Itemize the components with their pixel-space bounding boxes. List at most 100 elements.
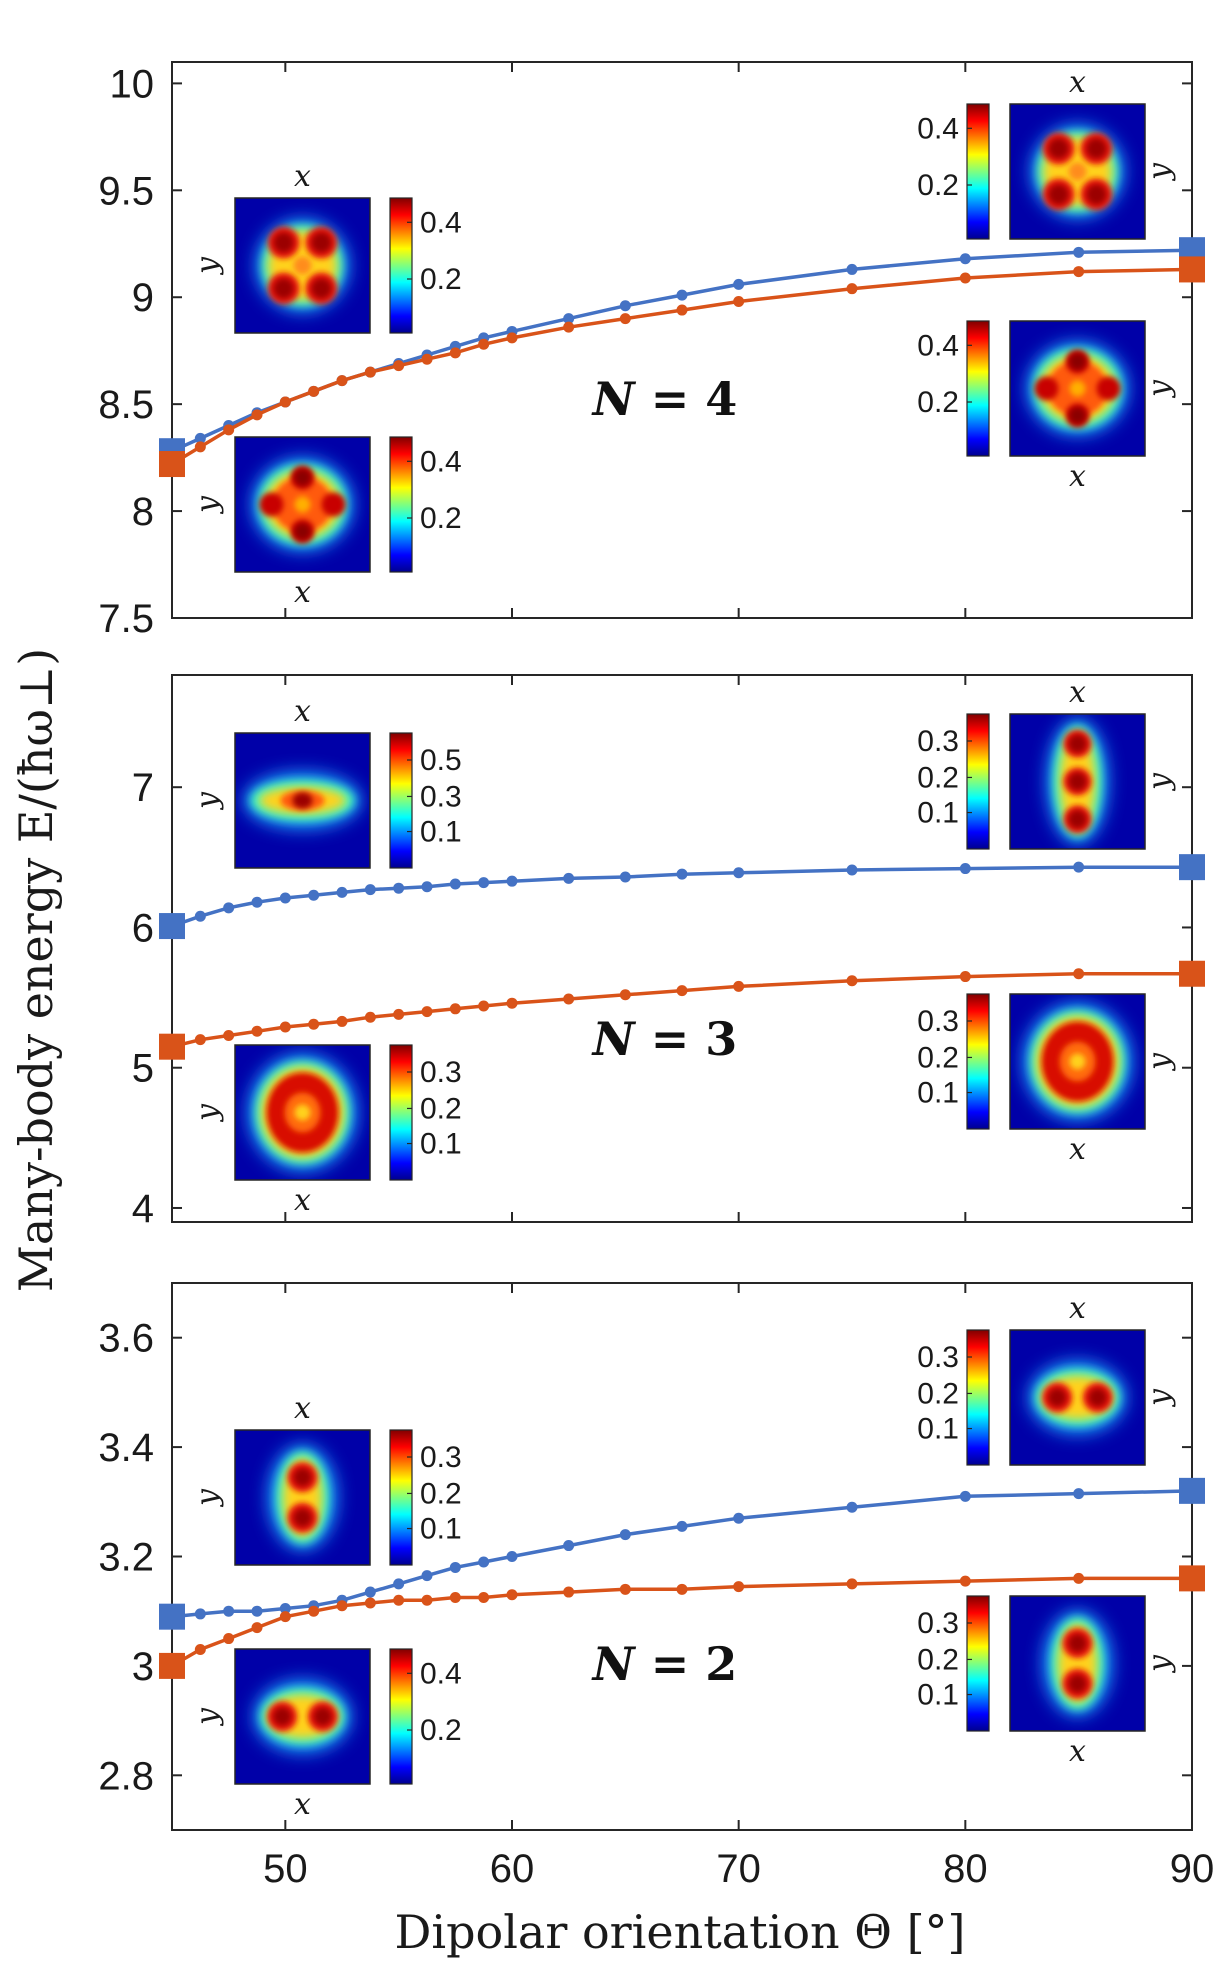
series-point-orange	[393, 1008, 405, 1020]
inset-y-label: y	[1142, 1388, 1177, 1408]
colorbar-tick-label: 0.4	[917, 112, 959, 145]
panel-frame	[171, 61, 1193, 619]
series-point-blue	[194, 432, 206, 444]
y-tick-label: 6	[132, 906, 154, 950]
colorbar-tick-label: 0.4	[917, 329, 959, 362]
colorbar-tick-label: 0.2	[917, 1041, 959, 1074]
inset-frame	[234, 1429, 371, 1566]
density-inset-tl: 0.50.30.1 x y	[190, 694, 462, 869]
colorbar	[966, 1329, 990, 1466]
n-equals: =	[635, 372, 706, 426]
y-tick-label: 10	[110, 62, 155, 106]
series-point-orange	[846, 1578, 858, 1590]
y-tick-label: 7.5	[98, 597, 154, 641]
colorbar-tick-label: 0.3	[917, 725, 959, 758]
series-point-orange	[223, 1029, 235, 1041]
series-point-blue	[251, 1605, 263, 1617]
colorbar-tick-label: 0.3	[420, 1441, 462, 1474]
series-point-blue	[421, 1570, 433, 1582]
inset-x-label: x	[1069, 1734, 1086, 1769]
series-point-blue	[308, 889, 320, 901]
series-point-orange	[279, 1611, 291, 1623]
series-point-blue	[364, 884, 376, 896]
series-point-blue	[563, 1540, 575, 1552]
n-value: 4	[705, 372, 737, 426]
x-tick-label: 60	[490, 1847, 535, 1891]
colorbar	[389, 197, 413, 334]
series-point-orange	[279, 1021, 291, 1033]
series-point-orange	[364, 1597, 376, 1609]
series-point-orange	[733, 296, 745, 308]
series-point-blue	[449, 1561, 461, 1573]
inset-frame	[234, 436, 371, 573]
series-point-orange	[364, 1011, 376, 1023]
colorbar-tick-label: 0.2	[420, 1714, 462, 1747]
series-point-orange	[251, 1622, 263, 1634]
density-inset-tr: 0.30.20.1 x y	[917, 675, 1177, 850]
inset-x-label: x	[294, 1391, 311, 1426]
inset-frame	[234, 1648, 371, 1785]
series-endpoint-orange	[159, 1652, 185, 1679]
inset-frame	[234, 732, 371, 869]
series-point-orange	[279, 396, 291, 408]
series-point-orange	[251, 409, 263, 421]
inset-x-label: x	[294, 575, 311, 610]
series-point-orange	[506, 332, 518, 344]
series-point-blue	[393, 1578, 405, 1590]
series-point-orange	[676, 304, 688, 316]
density-inset-bl: 0.4 0.2 x y	[190, 436, 462, 610]
series-point-blue	[506, 1551, 518, 1562]
series-point-blue	[619, 300, 631, 312]
series-endpoint-blue	[1179, 854, 1205, 881]
inset-y-label: y	[1142, 379, 1177, 399]
series-point-blue	[1073, 861, 1085, 873]
series-point-blue	[563, 313, 575, 325]
series-point-blue	[223, 1605, 235, 1617]
series-point-orange	[194, 1034, 206, 1046]
x-tick-label: 70	[716, 1847, 761, 1891]
series-point-orange	[1073, 968, 1085, 980]
series-point-orange	[223, 1633, 235, 1645]
colorbar-tick-label: 0.2	[917, 1643, 959, 1676]
colorbar	[389, 436, 413, 573]
series-point-orange	[194, 441, 206, 453]
inset-frame	[1009, 1329, 1146, 1466]
series-point-blue	[336, 886, 348, 898]
series-point-blue	[846, 864, 858, 876]
series-point-orange	[478, 1592, 490, 1604]
series-point-blue	[733, 867, 745, 879]
series-point-orange	[846, 283, 858, 295]
y-tick-label: 9.5	[98, 169, 154, 213]
particle-number-label: N = 3	[591, 1012, 738, 1066]
series-point-orange	[223, 424, 235, 436]
series-endpoint-blue	[1179, 1477, 1205, 1504]
colorbar-tick-label: 0.1	[420, 816, 462, 849]
series-point-orange	[676, 1583, 688, 1595]
n-value: 2	[705, 1637, 737, 1691]
x-axis-label: Dipolar orientation Θ [°]	[394, 1905, 965, 1959]
series-point-blue	[194, 910, 206, 922]
series-point-blue	[676, 1520, 688, 1532]
series-point-blue	[1073, 1488, 1085, 1500]
y-tick-label: 8.5	[98, 383, 154, 427]
series-point-blue	[676, 289, 688, 301]
colorbar	[389, 732, 413, 869]
inset-x-label: x	[294, 694, 311, 729]
series-point-orange	[478, 1000, 490, 1012]
series-point-blue	[959, 863, 971, 875]
colorbar-tick-label: 0.1	[917, 1413, 959, 1446]
series-point-blue	[619, 1529, 631, 1541]
colorbar-tick-label: 0.5	[420, 744, 462, 777]
colorbar-tick-label: 0.1	[917, 1077, 959, 1110]
series-point-orange	[449, 1592, 461, 1604]
series-point-orange	[336, 1015, 348, 1027]
series-point-orange	[619, 313, 631, 325]
series-point-blue	[393, 882, 405, 894]
series-point-blue	[1073, 246, 1085, 258]
colorbar-tick-label: 0.2	[917, 1377, 959, 1410]
y-tick-label: 9	[132, 276, 154, 320]
series-point-blue	[846, 1501, 858, 1513]
colorbar-tick-label: 0.1	[420, 1128, 462, 1161]
series-point-orange	[194, 1643, 206, 1655]
